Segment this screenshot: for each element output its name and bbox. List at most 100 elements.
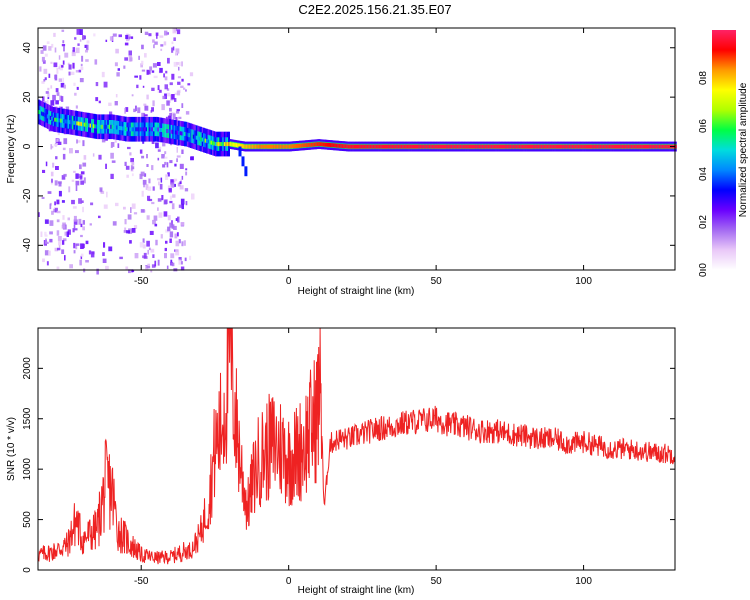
heatmap-cell [512,144,515,149]
heatmap-cell [131,173,134,177]
heatmap-cell [123,206,126,210]
heatmap-cell [82,122,84,127]
snr-x-label: Height of straight line (km) [298,585,415,596]
heatmap-cell [64,255,66,261]
heatmap-cell [222,142,225,147]
heatmap-cell [177,118,180,121]
heatmap-cell [88,123,90,128]
heatmap-cell [161,104,165,111]
heatmap-cell [347,144,350,149]
heatmap-cell [54,201,56,206]
heatmap-cell [41,56,45,62]
heatmap-cell [130,127,133,132]
heatmap-cell [163,41,167,46]
heatmap-cell [419,144,422,149]
heatmap-cell [276,144,279,149]
heatmap-cell [506,144,509,149]
heatmap-cell [108,102,112,106]
heatmap-cell [172,194,176,198]
heatmap-cell [180,198,185,205]
heatmap-cell [177,216,180,223]
heatmap-cell [290,144,292,149]
heatmap-cell [177,81,181,85]
heatmap-cell [62,77,64,83]
heatmap-cell [169,195,172,200]
heatmap-cell [79,78,84,83]
heatmap-cell [214,142,217,147]
heatmap-cell [58,118,61,123]
heatmap-cell [421,144,424,149]
heatmap-cell [186,132,189,137]
heatmap-cell [175,48,180,54]
heatmap-cell [103,204,108,209]
heatmap-cell [483,144,486,149]
heatmap-cell [505,144,508,149]
heatmap-cell [54,247,59,252]
heatmap-cell [164,247,167,252]
heatmap-cell [157,149,161,152]
heatmap-cell [42,169,46,173]
heatmap-cell [94,59,98,65]
heatmap-cell [499,144,502,149]
heatmap-cell [190,156,194,161]
heatmap-cell [146,265,151,269]
heatmap-cell [170,129,173,134]
heatmap-cell [456,144,459,149]
heatmap-cell [526,144,528,149]
heatmap-cell [655,144,658,149]
heatmap-cell [49,203,52,210]
heatmap-cell [82,206,84,213]
heatmap-cell [170,259,173,263]
heatmap-cell [576,144,578,149]
heatmap-cell [173,37,176,41]
heatmap-cell [185,132,188,137]
heatmap-cell [638,144,640,149]
heatmap-cell [129,240,132,244]
heatmap-cell [391,144,394,149]
heatmap-cell [180,85,184,88]
heatmap-cell [502,144,505,149]
heatmap-cell [577,144,580,149]
heatmap-cell [568,144,571,149]
heatmap-cell [94,124,96,129]
heatmap-cell [92,153,95,157]
heatmap-cell [247,144,250,149]
heatmap-cell [72,228,75,233]
heatmap-cell [530,144,533,149]
heatmap-cell [123,230,128,233]
heatmap-cell [434,144,437,149]
heatmap-cell [111,160,116,163]
heatmap-cell [380,144,382,149]
heatmap-cell [504,144,506,149]
heatmap-cell [585,144,587,149]
heatmap-cell [62,222,66,226]
heatmap-cell [72,206,77,209]
heatmap-cell [299,143,301,148]
heatmap-cell [85,49,88,53]
heatmap-cell [184,132,186,136]
heatmap-cell [524,144,527,149]
heatmap-cell [113,125,115,129]
heatmap-cell [166,100,170,106]
heatmap-cell [74,228,78,231]
heatmap-cell [151,107,154,112]
heatmap-cell [243,144,245,149]
heatmap-cell [517,144,519,149]
x-tick-label: 100 [575,576,592,587]
heatmap-cell [558,144,561,149]
heatmap-cell [176,62,180,65]
heatmap-cell [162,143,166,147]
heatmap-cell [169,107,172,112]
heatmap-cell [55,88,59,93]
heatmap-cell [42,60,46,64]
heatmap-cell [58,245,61,248]
heatmap-cell [45,238,47,244]
heatmap-cell [109,36,114,41]
heatmap-cell [660,144,663,149]
heatmap-cell [157,85,160,90]
heatmap-cell [58,78,62,82]
heatmap-cell [408,144,410,149]
heatmap-cell [327,142,329,147]
heatmap-cell [56,266,60,270]
heatmap-cell [57,236,62,241]
